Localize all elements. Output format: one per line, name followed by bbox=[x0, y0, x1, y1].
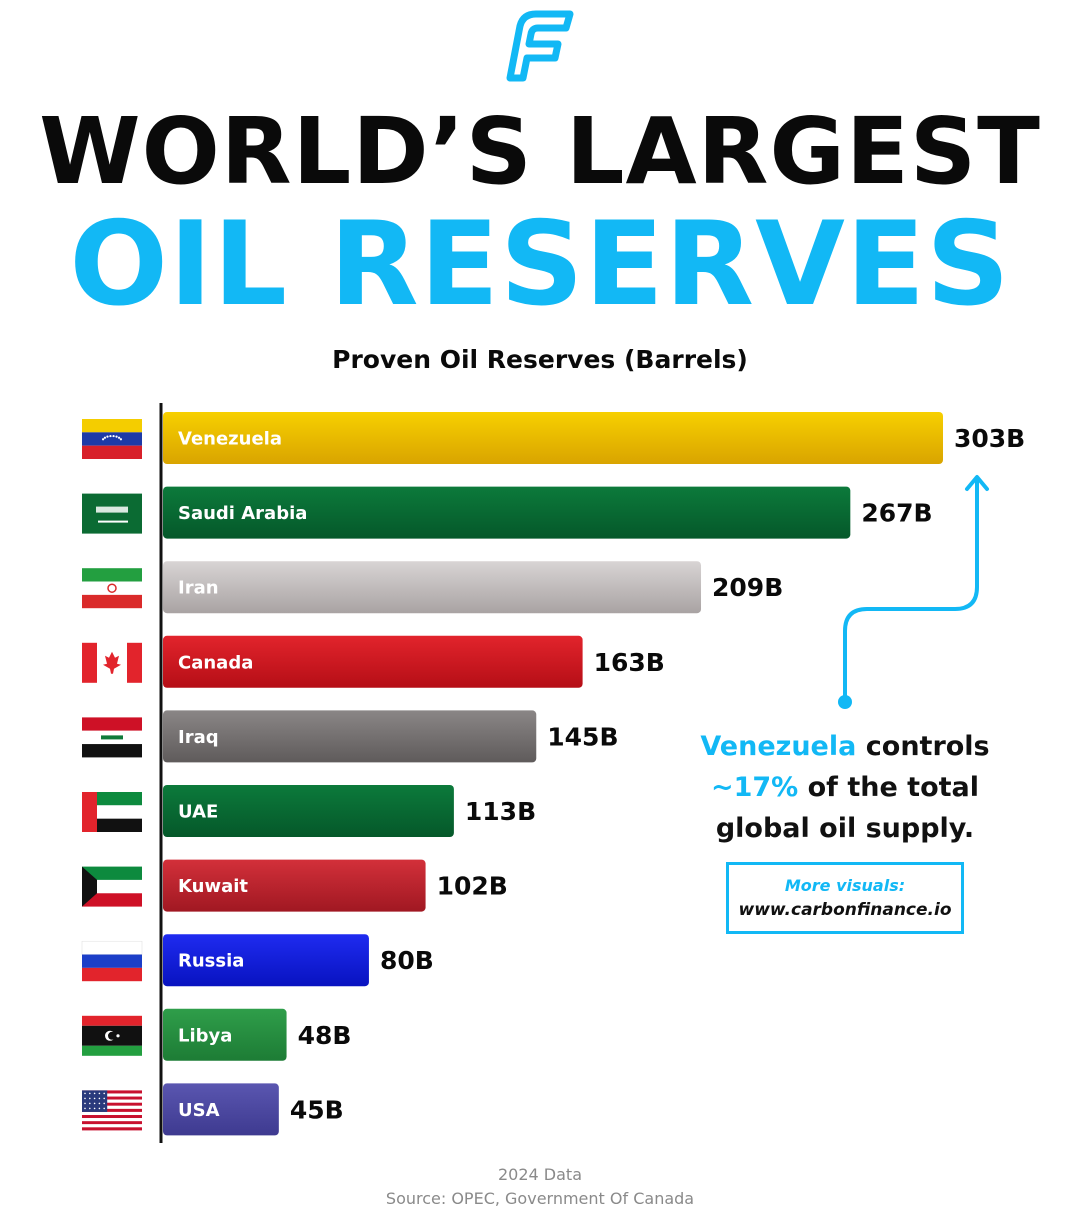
bar-iran bbox=[163, 561, 702, 614]
saudi-arabia-flag-icon bbox=[82, 493, 142, 534]
canada-flag-icon bbox=[82, 642, 142, 683]
bar-label-uae: UAE bbox=[178, 802, 218, 823]
bar-row-canada: Canada 163B bbox=[82, 635, 665, 688]
bar-libya bbox=[163, 1008, 287, 1061]
bar-kuwait bbox=[163, 859, 426, 912]
bar-row-venezuela: Venezuela 303B bbox=[82, 412, 1025, 464]
value-label-usa: 45B bbox=[290, 1095, 344, 1124]
bar-row-russia: Russia 80B bbox=[81, 934, 434, 987]
bar-label-kuwait: Kuwait bbox=[178, 876, 248, 897]
bar-label-canada: Canada bbox=[178, 652, 253, 673]
annotation-highlight-percent: ~17% bbox=[710, 772, 799, 803]
bar-label-iran: Iran bbox=[178, 578, 219, 599]
footer-year: 2024 Data bbox=[497, 1165, 582, 1184]
iraq-flag-icon bbox=[82, 717, 142, 758]
bar-venezuela bbox=[163, 412, 943, 464]
bar-canada bbox=[163, 635, 583, 688]
venezuela-flag-icon bbox=[82, 419, 142, 459]
website-link[interactable]: www.carbonfinance.io bbox=[738, 900, 952, 920]
usa-flag-icon bbox=[82, 1090, 142, 1131]
value-label-russia: 80B bbox=[380, 946, 434, 975]
russia-flag-icon bbox=[81, 940, 143, 982]
value-label-iran: 209B bbox=[712, 573, 783, 602]
bar-row-usa: USA 45B bbox=[82, 1083, 344, 1136]
annotation-highlight-country: Venezuela bbox=[700, 731, 857, 762]
bar-chart: Venezuela 303B Saudi Arabia 267B Iran 209B Can… bbox=[81, 403, 1025, 1143]
annotation-text-total: of the total bbox=[798, 772, 980, 803]
title-line-1: WORLD’S LARGEST bbox=[39, 98, 1041, 205]
bar-label-iraq: Iraq bbox=[178, 727, 219, 748]
logo-f-shape bbox=[506, 10, 574, 82]
bar-label-venezuela: Venezuela bbox=[178, 429, 282, 450]
title-line-2: OIL RESERVES bbox=[69, 197, 1011, 332]
bar-label-saudi-arabia: Saudi Arabia bbox=[178, 503, 307, 524]
value-label-venezuela: 303B bbox=[954, 424, 1025, 453]
footer-source: Source: OPEC, Government Of Canada bbox=[385, 1189, 695, 1208]
value-label-kuwait: 102B bbox=[437, 872, 508, 901]
arrow-head bbox=[965, 475, 989, 491]
bar-iraq bbox=[163, 710, 537, 763]
bar-row-uae: UAE 113B bbox=[82, 785, 536, 837]
annotation-arrow bbox=[838, 475, 989, 709]
kuwait-flag-icon bbox=[82, 866, 142, 907]
libya-flag-icon bbox=[82, 1015, 142, 1056]
bar-label-libya: Libya bbox=[178, 1025, 232, 1046]
more-visuals-box[interactable]: More visuals: www.carbonfinance.io bbox=[726, 862, 964, 934]
arrow-path bbox=[843, 477, 979, 704]
value-label-iraq: 145B bbox=[547, 722, 618, 751]
value-label-uae: 113B bbox=[465, 797, 536, 826]
annotation-text: Venezuela controls ~17% of the total glo… bbox=[680, 726, 1010, 849]
more-visuals-label: More visuals: bbox=[784, 876, 906, 895]
value-label-libya: 48B bbox=[298, 1021, 352, 1050]
bar-row-libya: Libya 48B bbox=[82, 1008, 352, 1061]
brand-logo bbox=[506, 10, 574, 82]
annotation-text-controls: controls bbox=[856, 731, 990, 762]
bar-usa bbox=[163, 1083, 279, 1136]
annotation-text-supply: global oil supply. bbox=[715, 813, 975, 844]
uae-flag-icon bbox=[82, 792, 142, 832]
bar-russia bbox=[163, 934, 369, 987]
bar-saudi-arabia bbox=[163, 486, 851, 539]
iran-flag-icon bbox=[82, 568, 142, 609]
bar-row-saudi-arabia: Saudi Arabia 267B bbox=[82, 486, 933, 539]
bar-row-iraq: Iraq 145B bbox=[82, 710, 619, 763]
bar-label-russia: Russia bbox=[178, 951, 244, 972]
bar-row-kuwait: Kuwait 102B bbox=[82, 859, 508, 912]
value-label-canada: 163B bbox=[594, 648, 665, 677]
bar-uae bbox=[163, 785, 454, 837]
bar-row-iran: Iran 209B bbox=[82, 561, 783, 614]
bar-label-usa: USA bbox=[178, 1100, 220, 1121]
value-label-saudi-arabia: 267B bbox=[861, 499, 932, 528]
chart-title: Proven Oil Reserves (Barrels) bbox=[332, 345, 748, 374]
